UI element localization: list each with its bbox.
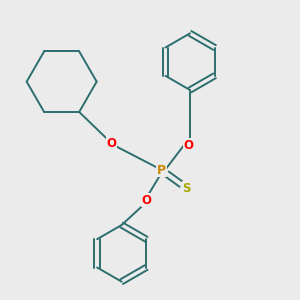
Text: S: S: [182, 182, 191, 195]
Text: P: P: [157, 164, 166, 176]
Text: O: O: [142, 194, 152, 206]
Text: O: O: [107, 137, 117, 150]
Text: O: O: [183, 139, 193, 152]
